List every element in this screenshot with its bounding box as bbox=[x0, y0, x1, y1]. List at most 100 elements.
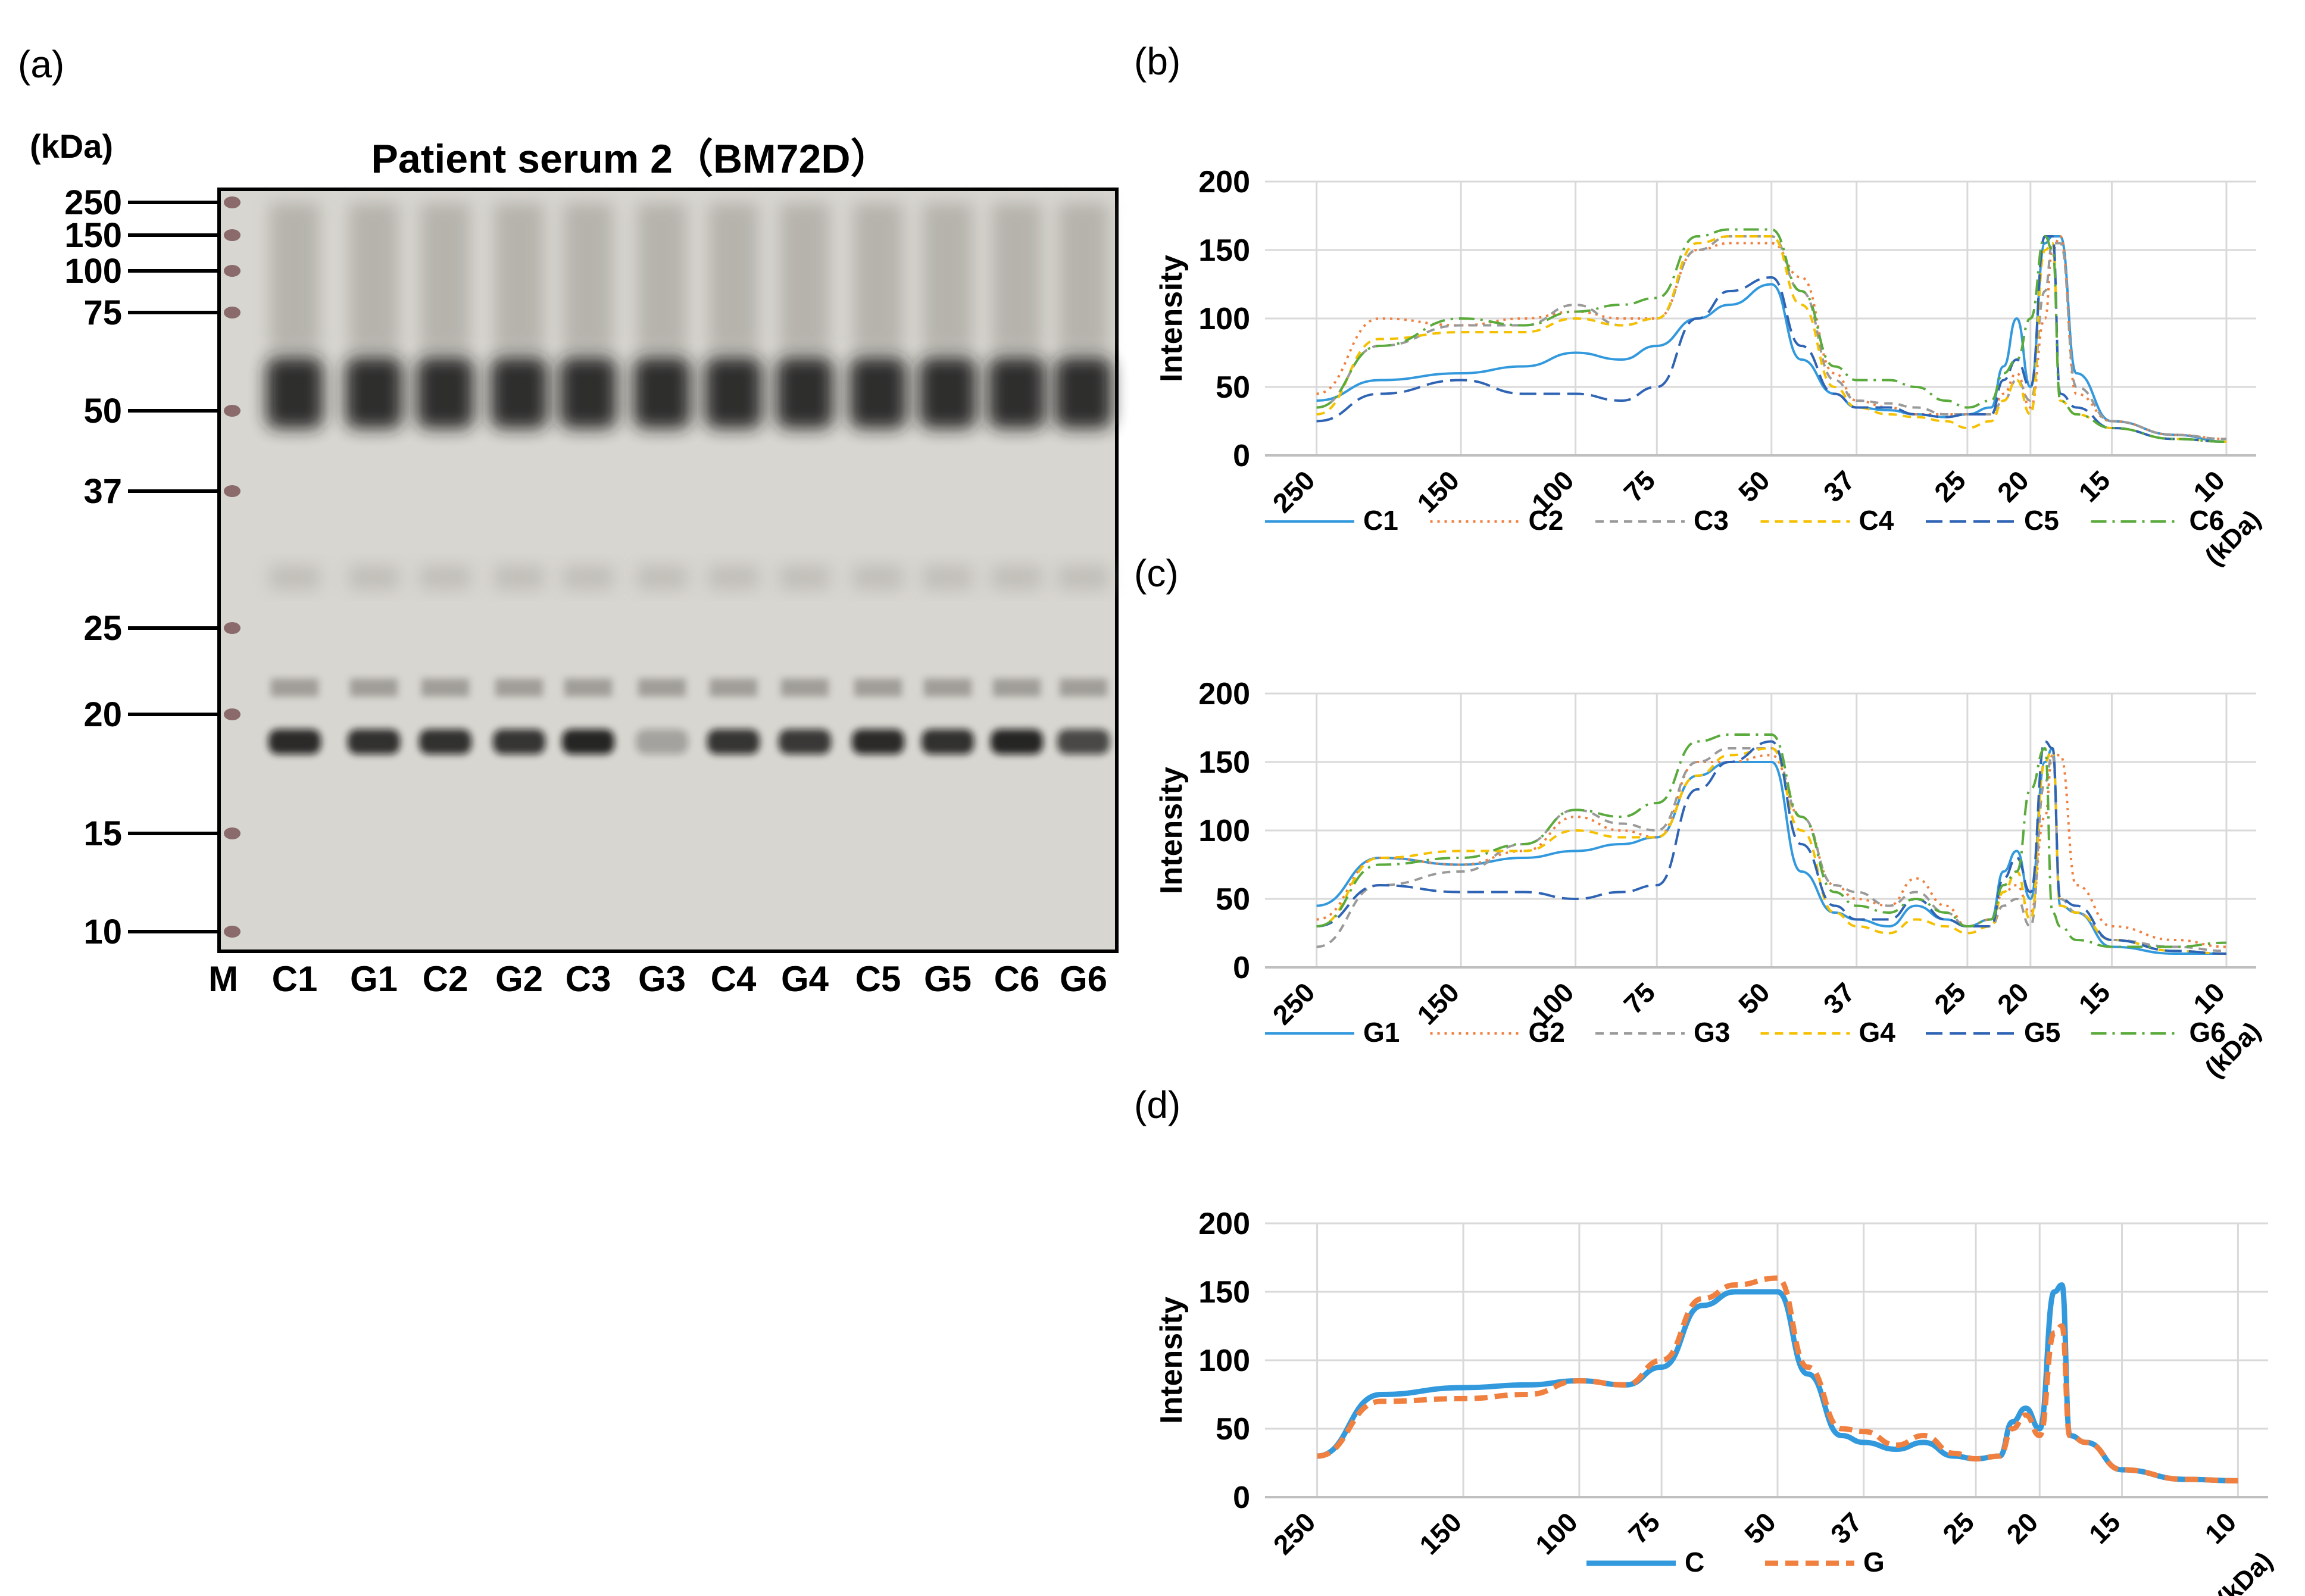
blot-band-faint bbox=[780, 566, 830, 589]
x-tick-label: 50 bbox=[1732, 464, 1776, 508]
blot-band-faint bbox=[853, 566, 903, 589]
y-tick-label: 200 bbox=[1198, 165, 1250, 199]
blot-band-22kda bbox=[638, 679, 686, 697]
blot-band-19kda bbox=[348, 729, 400, 754]
blot-marker-label: 25 bbox=[83, 609, 122, 648]
x-tick-label: 50 bbox=[1732, 976, 1776, 1020]
x-tick-label: 150 bbox=[1411, 464, 1465, 519]
ladder-band bbox=[224, 926, 241, 938]
x-tick-label: 10 bbox=[2198, 1506, 2242, 1550]
legend-label-G3: G3 bbox=[1694, 1017, 1730, 1048]
blot-band-19kda bbox=[493, 729, 545, 754]
x-tick-label: 25 bbox=[1937, 1506, 1980, 1550]
ladder-band bbox=[224, 827, 241, 839]
y-tick-label: 0 bbox=[1233, 439, 1250, 473]
legend-label-C5: C5 bbox=[2024, 505, 2059, 536]
blot-band-19kda bbox=[779, 729, 831, 754]
x-tick-label: 20 bbox=[1991, 976, 2035, 1020]
blot-band-50kda bbox=[705, 357, 762, 429]
blot-band-19kda bbox=[562, 729, 614, 754]
y-tick-label: 50 bbox=[1216, 1412, 1250, 1447]
series-line-G bbox=[1317, 1275, 2238, 1483]
series-line-G5 bbox=[1316, 740, 2227, 955]
y-tick-label: 200 bbox=[1198, 1207, 1250, 1241]
blot-band-50kda bbox=[919, 357, 976, 429]
blot-lane-label: G5 bbox=[924, 959, 972, 999]
x-tick-label: 75 bbox=[1622, 1506, 1666, 1550]
blot-band-50kda bbox=[560, 357, 617, 429]
blot-marker-label: 10 bbox=[83, 913, 122, 951]
blot-lane-label: G2 bbox=[495, 959, 543, 999]
x-tick-label: 10 bbox=[2187, 976, 2231, 1020]
legend-label-G1: G1 bbox=[1363, 1017, 1400, 1048]
blot-marker-label: 100 bbox=[64, 252, 122, 291]
blot-smear bbox=[349, 202, 399, 351]
ladder-band bbox=[224, 307, 241, 318]
western-blot: Patient serum 2（BM72D） (kDa) 25015010075… bbox=[30, 127, 1119, 999]
blot-band-50kda bbox=[266, 357, 323, 429]
ladder-band bbox=[224, 485, 241, 497]
x-tick-label: 10 bbox=[2187, 464, 2231, 508]
y-tick-label: 50 bbox=[1216, 370, 1250, 405]
blot-band-faint bbox=[494, 566, 544, 589]
legend-label-G5: G5 bbox=[2024, 1017, 2060, 1048]
blot-lane-label: C1 bbox=[272, 959, 318, 999]
ladder-band bbox=[224, 265, 241, 277]
legend-label-C3: C3 bbox=[1694, 505, 1729, 536]
blot-band-22kda bbox=[781, 679, 829, 697]
y-tick-label: 0 bbox=[1233, 1481, 1250, 1515]
series-line-G6 bbox=[1316, 733, 2227, 948]
blot-marker-label: 20 bbox=[83, 695, 122, 734]
blot-band-22kda bbox=[495, 679, 543, 697]
x-tick-label: 250 bbox=[1267, 1506, 1322, 1560]
blot-band-22kda bbox=[421, 679, 469, 697]
blot-band-50kda bbox=[417, 357, 474, 429]
blot-band-19kda bbox=[1057, 729, 1110, 754]
x-tick-label: 100 bbox=[1529, 1506, 1583, 1560]
blot-unit-label: (kDa) bbox=[30, 127, 113, 165]
blot-band-19kda bbox=[922, 729, 974, 754]
blot-lane-label: C5 bbox=[855, 959, 901, 999]
blot-band-19kda bbox=[852, 729, 904, 754]
blot-band-22kda bbox=[350, 679, 398, 697]
series-line-C3 bbox=[1316, 235, 2227, 441]
blot-band-50kda bbox=[988, 357, 1045, 429]
panel-label-c: (c) bbox=[1134, 552, 1179, 595]
ladder-band bbox=[224, 229, 241, 241]
legend-label-C: C bbox=[1685, 1547, 1704, 1578]
blot-smear bbox=[563, 202, 613, 351]
blot-band-22kda bbox=[1060, 679, 1107, 697]
y-tick-label: 100 bbox=[1198, 1344, 1250, 1378]
y-tick-label: 150 bbox=[1198, 745, 1250, 780]
blot-lane-label: C6 bbox=[994, 959, 1040, 999]
blot-band-22kda bbox=[854, 679, 902, 697]
blot-marker-label: 50 bbox=[83, 392, 122, 430]
blot-lane-label: G1 bbox=[350, 959, 398, 999]
y-axis-label: Intensity bbox=[1154, 1297, 1189, 1424]
blot-band-50kda bbox=[1055, 357, 1112, 429]
blot-smear bbox=[992, 202, 1042, 351]
x-tick-label: 250 bbox=[1267, 464, 1321, 519]
blot-band-faint bbox=[420, 566, 470, 589]
x-tick-label: 37 bbox=[1817, 464, 1861, 508]
blot-band-50kda bbox=[849, 357, 907, 429]
blot-smear bbox=[637, 202, 687, 351]
blot-smear bbox=[780, 202, 830, 351]
blot-band-19kda bbox=[991, 729, 1043, 754]
ladder-band bbox=[224, 622, 241, 634]
blot-band-faint bbox=[563, 566, 613, 589]
legend-label-C1: C1 bbox=[1363, 505, 1398, 536]
x-tick-label: 15 bbox=[2073, 464, 2116, 508]
x-tick-label: 75 bbox=[1617, 464, 1661, 508]
blot-lane-label: M bbox=[208, 959, 238, 999]
blot-smear bbox=[1058, 202, 1108, 351]
blot-band-22kda bbox=[924, 679, 972, 697]
blot-lane-label: G3 bbox=[638, 959, 686, 999]
y-tick-label: 150 bbox=[1198, 1275, 1250, 1310]
legend-label-G6: G6 bbox=[2190, 1017, 2226, 1048]
blot-band-faint bbox=[923, 566, 973, 589]
y-tick-label: 50 bbox=[1216, 882, 1250, 917]
panel-label-a: (a) bbox=[18, 43, 64, 86]
